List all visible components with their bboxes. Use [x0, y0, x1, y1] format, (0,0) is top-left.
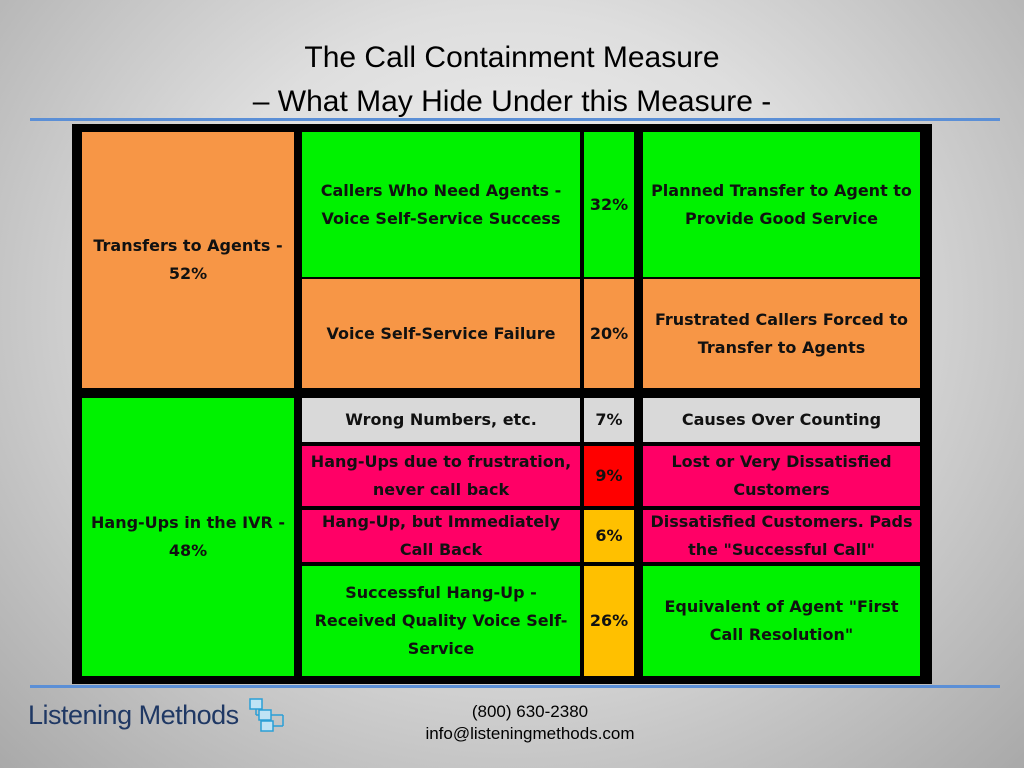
category-cell: Successful Hang-Up - Received Quality Vo…: [302, 566, 580, 676]
title-line-2: – What May Hide Under this Measure -: [252, 85, 772, 118]
percent-cell: 9%: [584, 446, 634, 506]
slide-title: The Call Containment Measure – What May …: [0, 36, 1024, 124]
percent-cell: 32%: [584, 132, 634, 277]
category-cell: Hang-Up, but Immediately Call Back: [302, 510, 580, 562]
bottom-divider: [30, 685, 1000, 688]
network-icon: [248, 698, 284, 732]
transfers-to-agents-cell: Transfers to Agents - 52%: [82, 132, 294, 388]
category-cell: Callers Who Need Agents - Voice Self-Ser…: [302, 132, 580, 277]
meaning-cell: Dissatisfied Customers. Pads the "Succes…: [643, 510, 920, 562]
meaning-cell: Causes Over Counting: [643, 398, 920, 442]
top-divider: [30, 118, 1000, 121]
category-cell: Voice Self-Service Failure: [302, 279, 580, 388]
meaning-cell: Planned Transfer to Agent to Provide Goo…: [643, 132, 920, 277]
meaning-cell: Lost or Very Dissatisfied Customers: [643, 446, 920, 506]
meaning-cell: Frustrated Callers Forced to Transfer to…: [643, 279, 920, 388]
title-line-1: The Call Containment Measure: [304, 41, 720, 74]
hang-ups-in-ivr-cell: Hang-Ups in the IVR - 48%: [82, 398, 294, 676]
contact-info: (800) 630-2380 info@listeningmethods.com: [330, 701, 730, 745]
category-cell: Hang-Ups due to frustration, never call …: [302, 446, 580, 506]
percent-cell: 6%: [584, 510, 634, 562]
percent-cell: 26%: [584, 566, 634, 676]
company-logo: Listening Methods: [28, 697, 287, 733]
category-cell: Wrong Numbers, etc.: [302, 398, 580, 442]
email-address: info@listeningmethods.com: [425, 724, 635, 743]
phone-number: (800) 630-2380: [471, 702, 589, 721]
logo-text: Listening Methods: [28, 699, 239, 730]
percent-cell: 20%: [584, 279, 634, 388]
meaning-cell: Equivalent of Agent "First Call Resoluti…: [643, 566, 920, 676]
percent-cell: 7%: [584, 398, 634, 442]
containment-table: Transfers to Agents - 52% Hang-Ups in th…: [72, 124, 932, 684]
